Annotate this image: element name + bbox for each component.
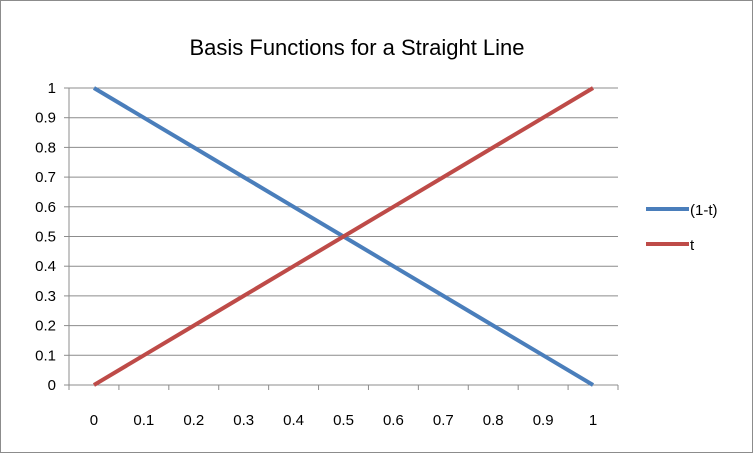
y-tick-label: 0.3 — [35, 288, 56, 305]
grid-lines — [69, 87, 618, 356]
y-tick-label: 1 — [48, 80, 56, 97]
x-tick-label: 0.9 — [533, 412, 554, 429]
series-lines — [92, 86, 595, 387]
x-tick-label: 0.4 — [283, 412, 304, 429]
y-tick-label: 0.6 — [35, 199, 56, 216]
y-tick-label: 0.4 — [35, 258, 56, 275]
x-tick-label: 0.2 — [183, 412, 204, 429]
legend-label: (1-t) — [690, 202, 718, 219]
x-tick-label: 0.7 — [433, 412, 454, 429]
y-tick-label: 0.9 — [35, 110, 56, 127]
y-tick-label: 0.5 — [35, 229, 56, 246]
y-tick-label: 0.8 — [35, 139, 56, 156]
axes — [64, 87, 619, 390]
chart-title: Basis Functions for a Straight Line — [189, 35, 524, 60]
legend: (1-t) t — [646, 202, 718, 254]
x-tick-label: 0 — [90, 412, 98, 429]
x-tick-label: 0.3 — [233, 412, 254, 429]
x-tick-label: 0.6 — [383, 412, 404, 429]
series-line — [92, 86, 595, 387]
y-tick-label: 0.1 — [35, 347, 56, 364]
x-tick-label: 0.8 — [483, 412, 504, 429]
x-tick-label: 1 — [589, 412, 597, 429]
legend-label: t — [690, 237, 695, 254]
y-tick-label: 0 — [48, 377, 56, 394]
x-tick-label: 0.1 — [133, 412, 154, 429]
x-tick-label: 0.5 — [333, 412, 354, 429]
y-tick-label: 0.7 — [35, 169, 56, 186]
x-tick-labels: 0 0.1 0.2 0.3 0.4 0.5 0.6 0.7 0.8 0.9 1 — [90, 412, 597, 429]
y-tick-label: 0.2 — [35, 318, 56, 335]
y-tick-labels: 0 0.1 0.2 0.3 0.4 0.5 0.6 0.7 0.8 0.9 1 — [35, 80, 56, 394]
